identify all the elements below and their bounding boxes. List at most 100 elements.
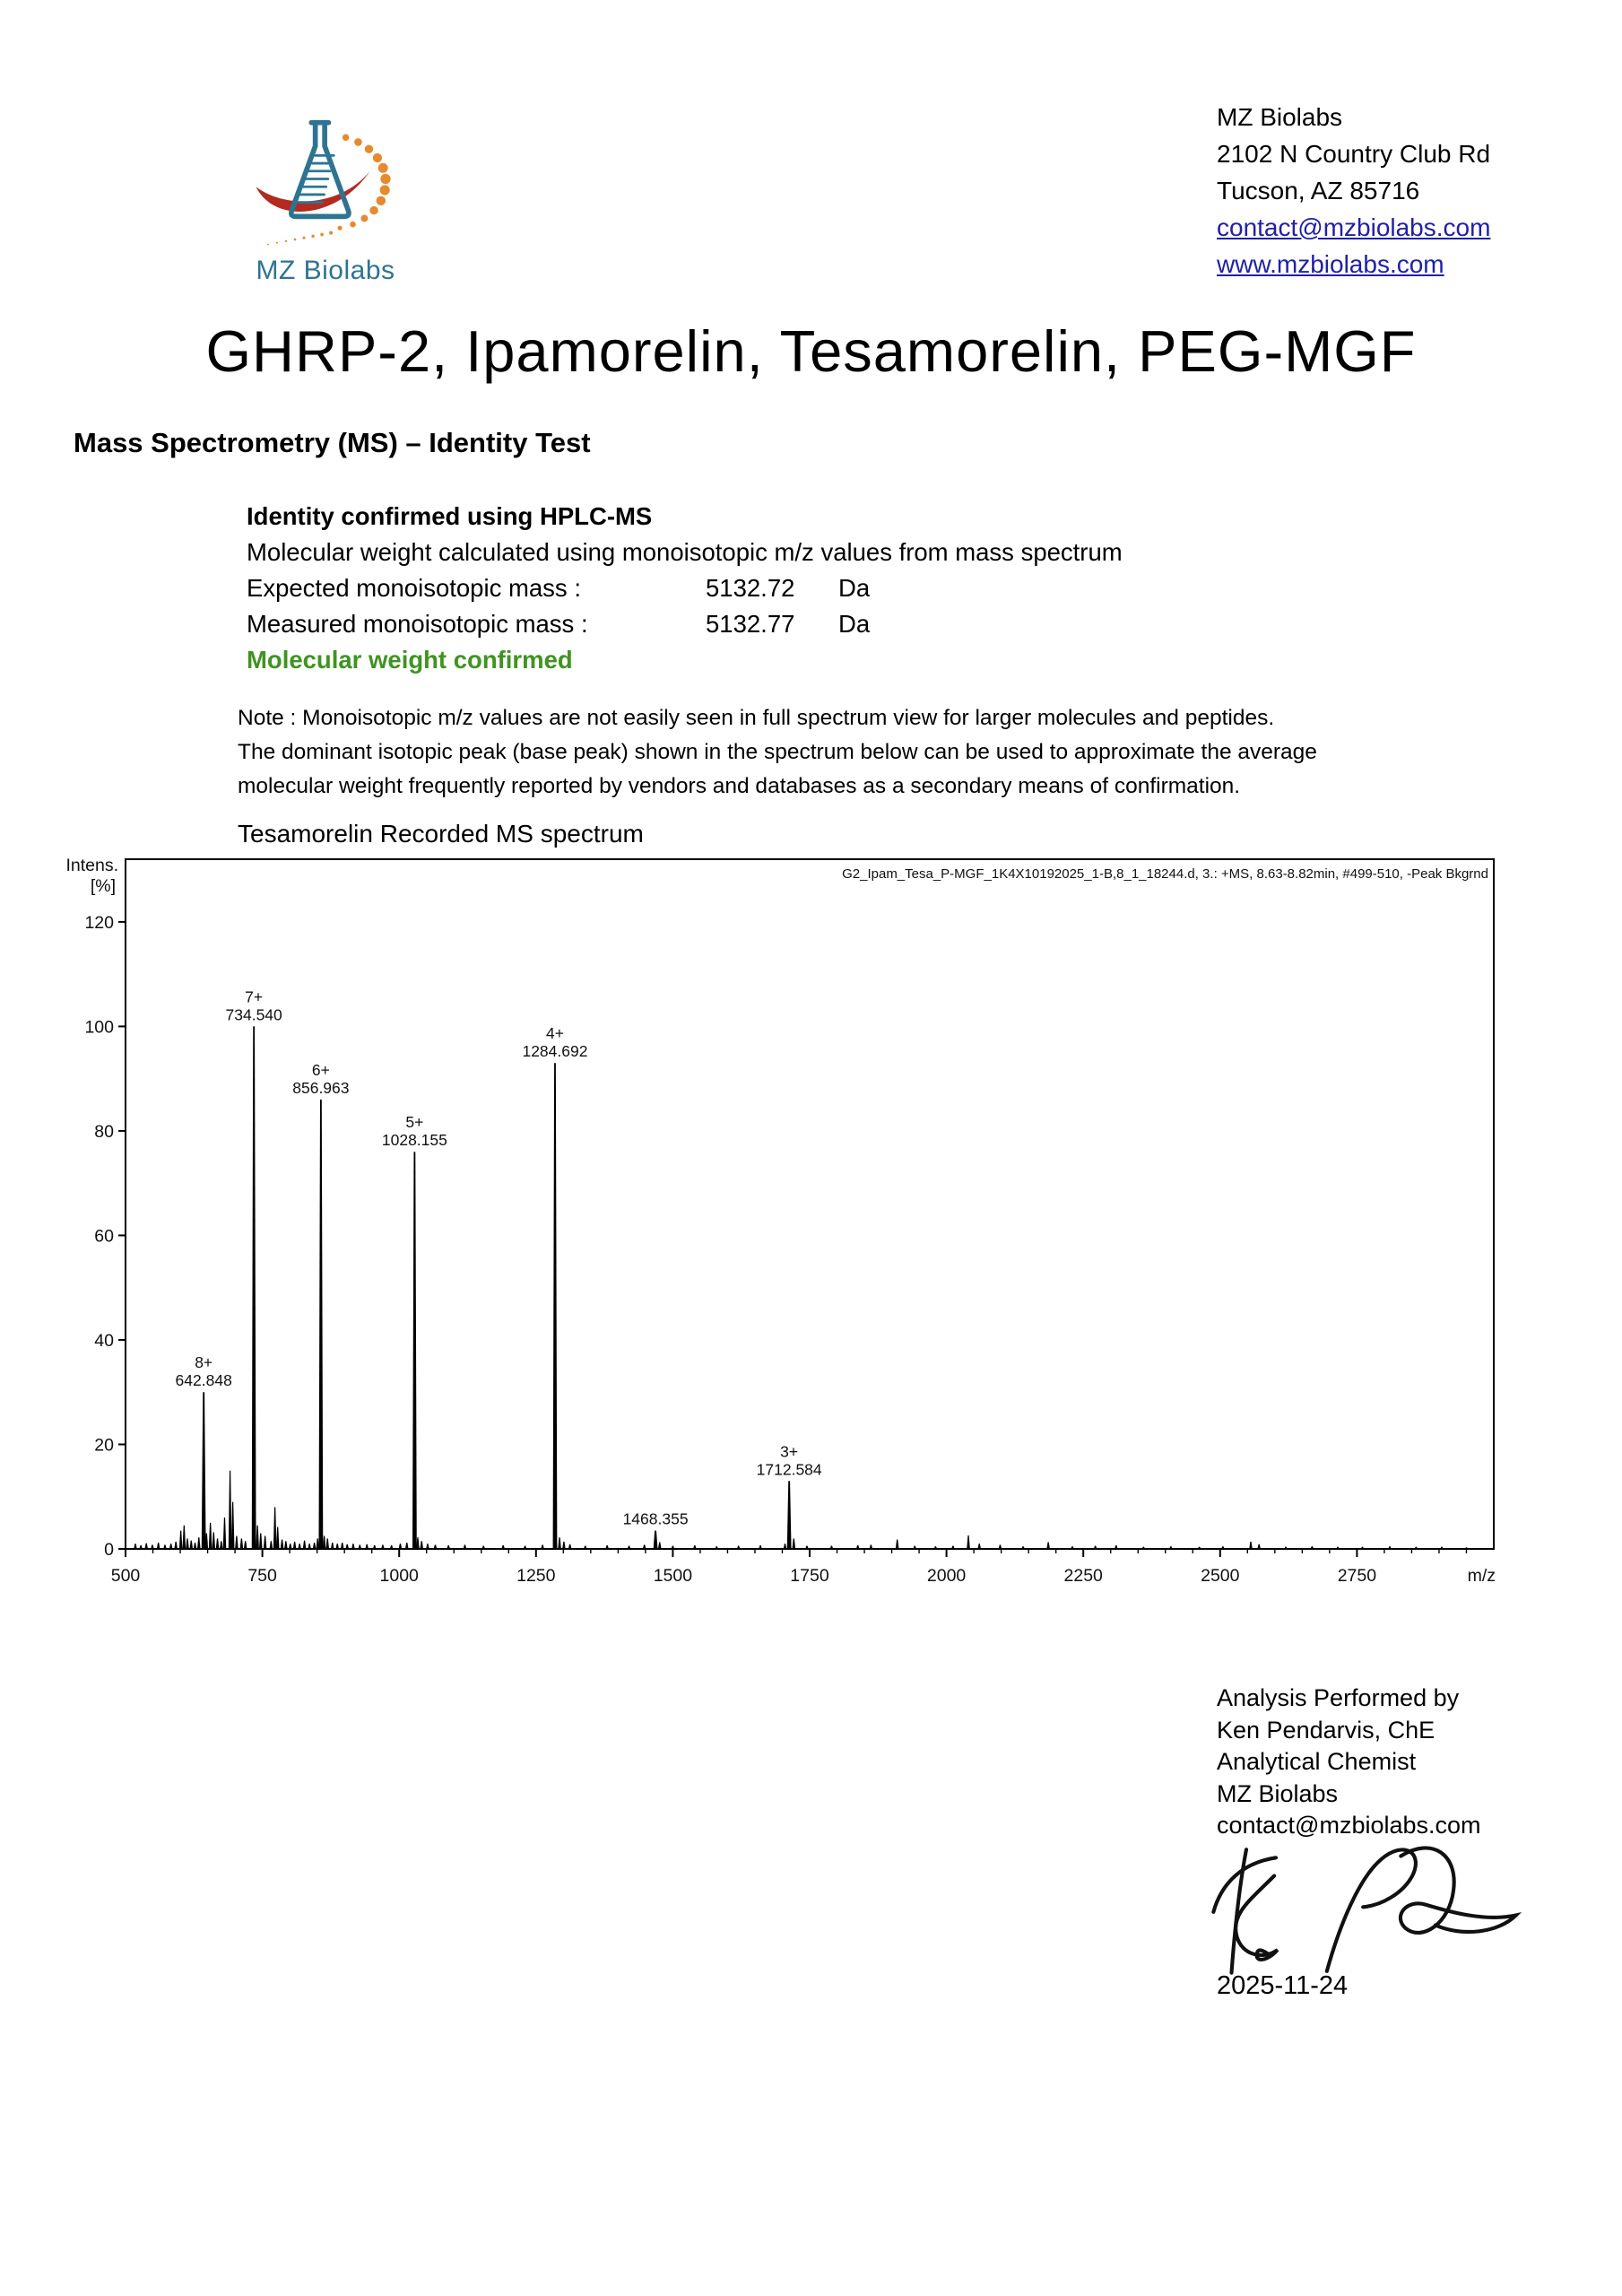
- noise-peak: [273, 1507, 277, 1549]
- labeled-peak: [251, 1026, 256, 1549]
- noise-peak: [182, 1525, 186, 1549]
- noise-peak: [263, 1535, 267, 1549]
- note-line: molecular weight frequently reported by …: [238, 774, 1241, 798]
- noise-peak: [398, 1544, 403, 1549]
- noise-peak: [558, 1537, 561, 1549]
- logo-graduation-lines: [296, 153, 335, 204]
- peak-mz-label: 1712.584: [757, 1460, 822, 1478]
- section-heading: Mass Spectrometry (MS) – Identity Test: [74, 427, 591, 458]
- contact-link[interactable]: contact@mzbiolabs.com: [1217, 213, 1491, 241]
- peak-mz-label: 1284.692: [522, 1042, 587, 1060]
- noise-peak: [895, 1539, 899, 1549]
- noise-peak: [568, 1544, 572, 1549]
- noise-peak: [178, 1530, 183, 1549]
- noise-peak: [420, 1541, 424, 1549]
- contact-link[interactable]: www.mzbiolabs.com: [1217, 250, 1444, 278]
- address-line: MZ Biolabs: [1217, 103, 1343, 131]
- noise-peak: [222, 1518, 227, 1549]
- noise-peak: [1249, 1541, 1253, 1549]
- noise-peak: [463, 1544, 467, 1549]
- mass-row-label: Measured monoisotopic mass :: [247, 610, 588, 638]
- note-line: The dominant isotopic peak (base peak) s…: [238, 740, 1317, 764]
- analyst-line: Analytical Chemist: [1217, 1748, 1417, 1775]
- logo-dot-arc: [266, 134, 391, 246]
- noise-peak: [345, 1544, 350, 1549]
- noise-peak: [189, 1540, 194, 1549]
- peak-charge-label: 3+: [780, 1442, 798, 1460]
- noise-peak: [284, 1541, 288, 1549]
- spectrum-caption: Tesamorelin Recorded MS spectrum: [238, 820, 644, 848]
- noise-peak: [501, 1544, 505, 1549]
- noise-peak: [855, 1544, 860, 1549]
- signature-stroke: [1234, 1874, 1279, 1961]
- noise-peak: [280, 1539, 284, 1549]
- noise-peak: [144, 1543, 148, 1549]
- y-tick-label: 120: [84, 913, 114, 933]
- noise-peak: [239, 1538, 244, 1549]
- peak-charge-label: 7+: [245, 987, 263, 1005]
- noise-peak: [998, 1544, 1002, 1549]
- flask-logo-icon: [256, 119, 391, 246]
- noise-peak: [365, 1544, 369, 1549]
- company-logo: MZ Biolabs: [240, 115, 411, 286]
- analyst-block: Analysis Performed by Ken Pendarvis, ChE A…: [1217, 1683, 1481, 1842]
- analyst-line: Ken Pendarvis, ChE: [1217, 1716, 1436, 1744]
- scan-annotation: G2_Ipam_Tesa_P-MGF_1K4X10192025_1-B,8_1_…: [842, 866, 1488, 882]
- mass-row: Expected monoisotopic mass : 5132.72 Da: [247, 570, 1123, 606]
- noise-peak: [288, 1544, 292, 1549]
- note-line: Note : Monoisotopic m/z values are not e…: [238, 706, 1275, 730]
- address-line: Tucson, AZ 85716: [1217, 177, 1420, 204]
- noise-peak: [208, 1522, 213, 1549]
- noise-peak: [325, 1538, 330, 1549]
- y-tick-label: 80: [94, 1122, 114, 1142]
- noise-peak: [447, 1544, 450, 1549]
- noise-peak: [156, 1543, 160, 1549]
- signature-stroke: [1399, 1846, 1522, 1935]
- y-tick-label: 0: [104, 1540, 114, 1560]
- x-axis-unit-label: m/z: [1468, 1566, 1496, 1586]
- logo-swoosh-shape: [256, 170, 370, 212]
- identity-summary: Identity confirmed using HPLC-MS Molecul…: [247, 499, 1123, 678]
- analysis-date: 2025-11-24: [1217, 1971, 1349, 2000]
- peak-mz-label: 1028.155: [382, 1131, 447, 1149]
- mass-row-label: Expected monoisotopic mass :: [247, 574, 581, 602]
- page-title: GHRP-2, Ipamorelin, Tesamorelin, PEG-MGF: [205, 318, 1417, 384]
- logo-text: MZ Biolabs: [256, 256, 395, 285]
- noise-peak: [759, 1544, 762, 1549]
- plot-area: 8+642.8487+734.5406+856.9635+1028.1554+1…: [65, 856, 1496, 1586]
- noise-peak: [186, 1538, 189, 1549]
- signature-stroke: [1229, 1848, 1249, 1975]
- x-tick-label: 1250: [516, 1566, 556, 1586]
- noise-peak: [426, 1544, 429, 1549]
- mass-row-value: 5132.72: [706, 574, 795, 602]
- noise-peak: [404, 1543, 409, 1549]
- x-tick-label: 1750: [790, 1566, 829, 1586]
- noise-peak: [151, 1544, 154, 1549]
- noise-peak: [541, 1544, 544, 1549]
- noise-peak: [433, 1544, 438, 1549]
- identity-calc-line: Molecular weight calculated using monois…: [247, 538, 1123, 566]
- noise-peak: [163, 1544, 167, 1549]
- noise-peak: [316, 1538, 320, 1549]
- y-tick-label: 100: [84, 1017, 114, 1037]
- noise-peak: [312, 1543, 317, 1549]
- x-tick-label: 500: [111, 1566, 141, 1586]
- labeled-peak: [318, 1099, 324, 1549]
- noise-peak: [139, 1544, 143, 1549]
- noise-peak: [212, 1532, 216, 1549]
- plot-border: [125, 858, 1495, 1550]
- peak-charge-label: 6+: [312, 1061, 330, 1079]
- letterhead-address: MZ Biolabs 2102 N Country Club Rd Tucson, …: [1217, 99, 1490, 283]
- noise-peak: [967, 1535, 970, 1549]
- noise-peak: [292, 1541, 297, 1549]
- noise-peak: [196, 1537, 201, 1549]
- noise-peak: [322, 1535, 326, 1549]
- address-line: 2102 N Country Club Rd: [1217, 140, 1491, 168]
- peak-mz-label: 734.540: [226, 1005, 283, 1023]
- mass-row-unit: Da: [838, 574, 871, 602]
- noise-peak: [335, 1544, 340, 1549]
- noise-peak: [642, 1544, 646, 1549]
- noise-peak: [330, 1543, 334, 1549]
- noise-peak: [372, 1544, 377, 1549]
